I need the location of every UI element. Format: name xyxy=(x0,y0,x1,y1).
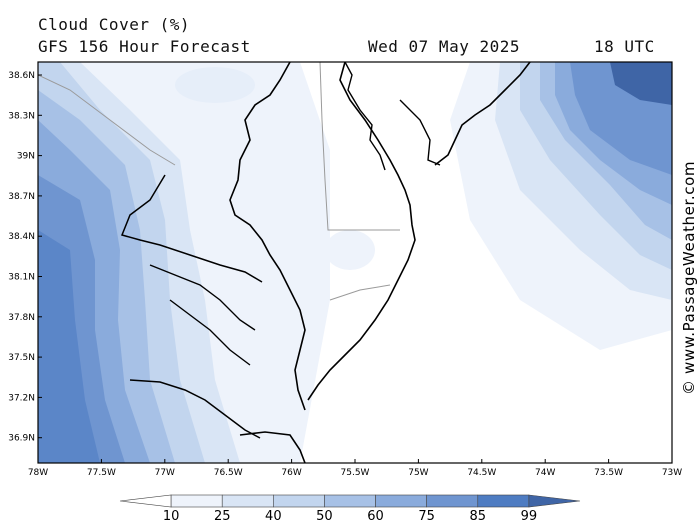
colorbar-label: 85 xyxy=(470,509,487,524)
forecast-time-label: 18 UTC xyxy=(594,37,655,56)
watermark-text: © www.PassageWeather.com xyxy=(680,161,698,395)
axis-ticks: 38.6N 38.3N 39N 38.7N 38.4N 38.1N 37.8N 37.5N 37… xyxy=(8,71,682,478)
lat-tick-label: 38.1N xyxy=(8,273,35,283)
lon-tick-label: 77.5W xyxy=(87,468,116,478)
colorbar-label: 25 xyxy=(214,509,231,524)
colorbar-segment xyxy=(375,494,427,508)
colorbar-label: 99 xyxy=(521,509,538,524)
lon-tick-label: 75.5W xyxy=(341,468,370,478)
colorbar-label: 75 xyxy=(418,509,435,524)
lat-tick-label: 37.5N xyxy=(8,353,35,363)
colorbar-segment xyxy=(221,494,274,508)
lon-tick-label: 76.5W xyxy=(214,468,243,478)
forecast-model-label: GFS 156 Hour Forecast xyxy=(38,37,251,56)
colorbar-segment xyxy=(273,494,325,508)
colorbar-label: 40 xyxy=(265,509,282,524)
lon-tick-label: 77W xyxy=(155,468,175,478)
lat-tick-label: 36.9N xyxy=(8,434,35,444)
lon-tick-label: 74W xyxy=(535,468,555,478)
lon-tick-label: 76W xyxy=(281,468,301,478)
lat-tick-label: 38.6N xyxy=(8,71,35,81)
colorbar: 10 25 40 50 60 75 85 99 xyxy=(119,494,581,524)
colorbar-segment xyxy=(477,494,530,508)
lon-tick-label: 75W xyxy=(408,468,428,478)
colorbar-label: 60 xyxy=(367,509,384,524)
lon-tick-label: 73.5W xyxy=(594,468,623,478)
lat-tick-label: 39N xyxy=(17,152,35,162)
lat-tick-label: 37.8N xyxy=(8,313,35,323)
lat-tick-label: 38.7N xyxy=(8,192,35,202)
coastlines xyxy=(38,62,531,463)
lon-tick-label: 78W xyxy=(28,468,48,478)
lat-tick-label: 38.3N xyxy=(8,111,35,121)
forecast-date-label: Wed 07 May 2025 xyxy=(368,37,520,56)
lon-tick-label: 74.5W xyxy=(467,468,496,478)
colorbar-segment xyxy=(170,494,223,508)
colorbar-segment xyxy=(119,494,172,508)
lat-tick-label: 37.2N xyxy=(8,393,35,403)
cloud-cover-field xyxy=(38,62,672,463)
lat-tick-label: 38.4N xyxy=(8,232,35,242)
lon-tick-label: 73W xyxy=(662,468,682,478)
colorbar-label: 10 xyxy=(163,509,180,524)
colorbar-label: 50 xyxy=(316,509,333,524)
colorbar-segment xyxy=(324,494,376,508)
colorbar-segment xyxy=(528,494,581,508)
colorbar-segment xyxy=(426,494,479,508)
map-title: Cloud Cover (%) xyxy=(38,15,190,34)
